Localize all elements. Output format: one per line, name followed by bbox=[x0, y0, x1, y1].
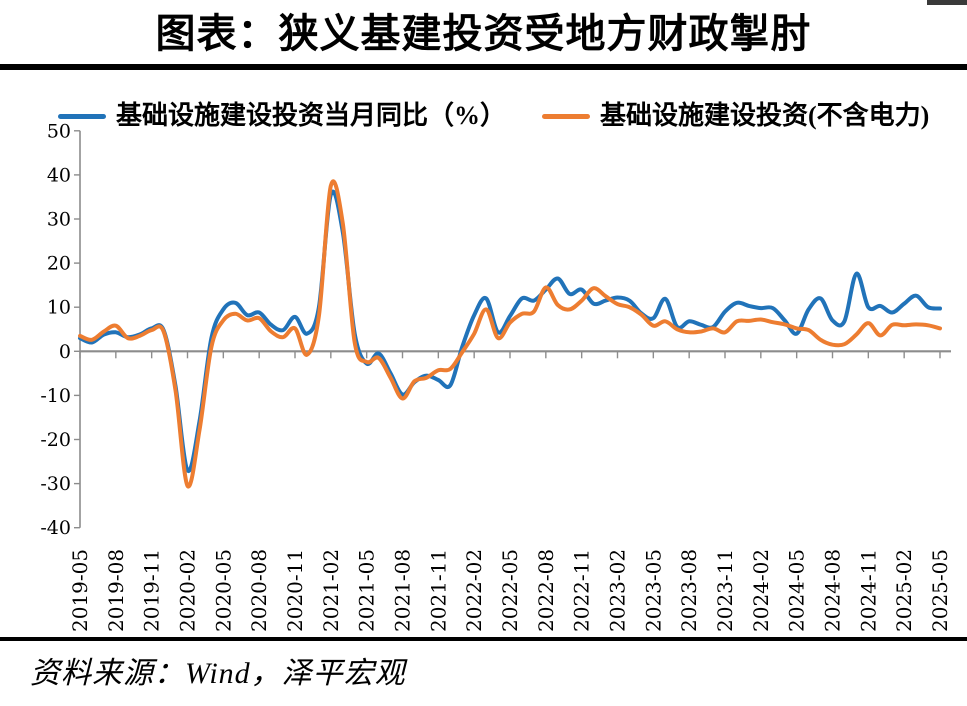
series-line-excl-electricity bbox=[78, 179, 942, 489]
axes: 50 40 30 20 10 0 -10 -20 -30 -40 2019-05 2019-08 201… bbox=[40, 120, 952, 632]
x-axis-label: 2022-05 bbox=[498, 549, 522, 632]
x-axis-label: 2022-02 bbox=[462, 549, 486, 632]
y-axis-label: -20 bbox=[40, 429, 71, 451]
y-axis-label: -10 bbox=[40, 385, 71, 407]
legend-item-excl-electricity: 基础设施建设投资(不含电力) bbox=[542, 100, 929, 132]
x-axis-label: 2022-08 bbox=[534, 549, 558, 632]
legend-label: 基础设施建设投资(不含电力) bbox=[600, 101, 930, 130]
legend-item-monthly-yoy: 基础设施建设投资当月同比（%） bbox=[58, 100, 506, 132]
x-axis-label: 2024-11 bbox=[856, 549, 880, 632]
y-axis-label: 10 bbox=[47, 297, 71, 319]
x-axis-label: 2020-11 bbox=[283, 549, 307, 632]
y-axis-label: 50 bbox=[47, 120, 71, 142]
x-axis-label: 2020-05 bbox=[211, 549, 235, 632]
title-divider-rule bbox=[0, 64, 967, 70]
x-axis-label: 2023-11 bbox=[713, 549, 737, 632]
x-axis-label: 2025-05 bbox=[928, 549, 952, 632]
x-axis-label: 2023-05 bbox=[641, 549, 665, 632]
source-note: 资料来源：Wind，泽平宏观 bbox=[30, 657, 406, 690]
x-axis-label: 2023-08 bbox=[677, 549, 701, 632]
x-axis-label: 2021-08 bbox=[391, 549, 415, 632]
y-axis-label: -30 bbox=[40, 473, 71, 495]
legend-line-swatch-blue bbox=[58, 113, 106, 119]
x-axis-label: 2019-05 bbox=[68, 549, 92, 632]
x-axis-label: 2024-08 bbox=[821, 549, 845, 632]
series-line-monthly-yoy bbox=[78, 189, 942, 473]
y-axis-label: 40 bbox=[47, 164, 71, 186]
y-axis-label: -40 bbox=[40, 517, 71, 539]
x-axis-label: 2020-02 bbox=[176, 549, 200, 632]
legend-label: 基础设施建设投资当月同比（%） bbox=[116, 101, 507, 130]
x-axis-label: 2023-02 bbox=[606, 549, 630, 632]
chart-legend: 基础设施建设投资当月同比（%） 基础设施建设投资(不含电力) bbox=[0, 100, 967, 132]
page-title: 图表：狭义基建投资受地方财政掣肘 bbox=[155, 11, 812, 56]
x-axis-label: 2021-02 bbox=[319, 549, 343, 632]
footer-divider-rule bbox=[0, 637, 967, 641]
page-corner-mark bbox=[927, 0, 967, 5]
y-axis-label: 30 bbox=[47, 209, 71, 231]
x-axis-label: 2024-02 bbox=[749, 549, 773, 632]
x-axis-label: 2019-11 bbox=[140, 549, 164, 632]
x-axis-label: 2025-02 bbox=[892, 549, 916, 632]
x-axis-label: 2024-05 bbox=[785, 549, 809, 632]
x-axis-label: 2021-11 bbox=[426, 549, 450, 632]
x-axis-label: 2022-11 bbox=[570, 549, 594, 632]
legend-line-swatch-orange bbox=[542, 113, 590, 119]
x-axis-label: 2021-05 bbox=[355, 549, 379, 632]
y-axis-label: 0 bbox=[59, 341, 71, 363]
x-axis-label: 2019-08 bbox=[104, 549, 128, 632]
x-axis-label: 2020-08 bbox=[247, 549, 271, 632]
y-axis-label: 20 bbox=[47, 253, 71, 275]
